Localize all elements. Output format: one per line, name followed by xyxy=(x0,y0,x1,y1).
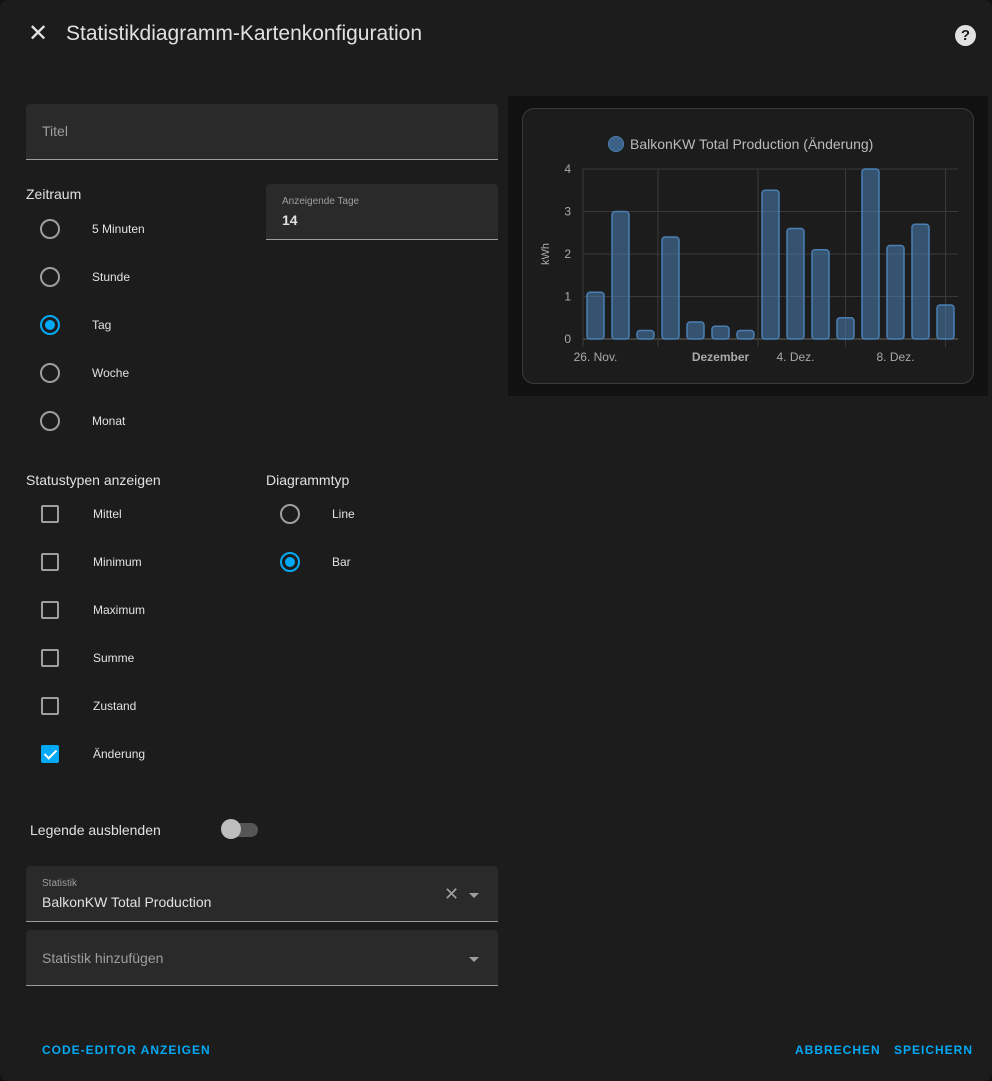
bar[interactable] xyxy=(936,304,955,340)
statistic-value: BalkonKW Total Production xyxy=(42,894,212,910)
bar[interactable] xyxy=(736,329,755,340)
stat-types-group: Mittel Minimum Maximum Summe Zustand Änderung xyxy=(41,502,145,790)
dialog-title: Statistikdiagramm-Kartenkonfiguration xyxy=(66,22,422,45)
radio-button[interactable] xyxy=(280,504,300,524)
y-tick-label: 0 xyxy=(564,332,571,346)
radio-button[interactable] xyxy=(40,267,60,287)
close-icon[interactable]: ✕ xyxy=(27,20,49,47)
y-tick-label: 1 xyxy=(564,290,571,304)
checkbox[interactable] xyxy=(41,553,59,571)
bar-chart: 0 1 2 3 4 26. Nov. Dezember 4. Dez. 8. Dez. kWh Ba… xyxy=(540,136,958,364)
days-input[interactable]: Anzeigende Tage 14 xyxy=(266,184,498,240)
stat-type-option[interactable]: Änderung xyxy=(41,742,145,766)
radio-button[interactable] xyxy=(280,552,300,572)
checkbox[interactable] xyxy=(41,697,59,715)
statistics-chart-card: 0 1 2 3 4 26. Nov. Dezember 4. Dez. 8. Dez. kWh Ba… xyxy=(522,108,974,384)
bar[interactable] xyxy=(661,236,680,340)
stat-type-option[interactable]: Minimum xyxy=(41,550,145,574)
bar[interactable] xyxy=(886,244,905,340)
x-tick-label: 4. Dez. xyxy=(776,350,814,364)
option-label: Zustand xyxy=(93,699,137,713)
radio-button[interactable] xyxy=(40,363,60,383)
bar[interactable] xyxy=(611,210,630,340)
radio-button[interactable] xyxy=(40,315,60,335)
cancel-button[interactable]: ABBRECHEN xyxy=(795,1043,881,1057)
days-value: 14 xyxy=(282,212,298,228)
chevron-down-icon[interactable] xyxy=(469,957,479,962)
y-tick-label: 2 xyxy=(564,247,571,261)
y-axis-label: kWh xyxy=(540,243,552,265)
bar[interactable] xyxy=(836,317,855,340)
add-statistic-picker[interactable]: Statistik hinzufügen xyxy=(26,930,498,986)
checkbox[interactable] xyxy=(41,601,59,619)
stat-types-label: Statustypen anzeigen xyxy=(26,472,161,488)
checkbox[interactable] xyxy=(41,505,59,523)
stat-type-option[interactable]: Mittel xyxy=(41,502,145,526)
chart-type-option[interactable]: Bar xyxy=(280,550,355,574)
add-statistic-placeholder: Statistik hinzufügen xyxy=(42,950,164,966)
legend-swatch[interactable] xyxy=(608,136,624,152)
option-label: Monat xyxy=(92,414,126,428)
stat-type-option[interactable]: Maximum xyxy=(41,598,145,622)
chart-type-group: Line Bar xyxy=(280,502,355,598)
bar[interactable] xyxy=(861,168,880,340)
chevron-down-icon[interactable] xyxy=(469,893,479,898)
option-label: Bar xyxy=(332,555,351,569)
bar[interactable] xyxy=(686,321,705,340)
option-label: Änderung xyxy=(93,747,146,761)
y-tick-label: 4 xyxy=(564,162,571,176)
option-label: Woche xyxy=(92,366,130,380)
option-label: Line xyxy=(332,507,355,521)
legend-label[interactable]: BalkonKW Total Production (Änderung) xyxy=(630,136,873,152)
bar[interactable] xyxy=(786,227,805,340)
stat-type-option[interactable]: Zustand xyxy=(41,694,145,718)
option-label: Maximum xyxy=(93,603,146,617)
statistic-label: Statistik xyxy=(42,878,78,889)
hide-legend-label: Legende ausblenden xyxy=(30,822,161,838)
period-option[interactable]: Tag xyxy=(40,313,145,337)
save-button[interactable]: SPEICHERN xyxy=(894,1043,974,1057)
title-input[interactable]: Titel xyxy=(26,104,498,160)
x-tick-label: 8. Dez. xyxy=(876,350,914,364)
bar[interactable] xyxy=(811,249,830,340)
period-option[interactable]: Stunde xyxy=(40,265,145,289)
option-label: Stunde xyxy=(92,270,131,284)
hide-legend-toggle-knob[interactable] xyxy=(221,819,241,839)
chart-type-option[interactable]: Line xyxy=(280,502,355,526)
option-label: Minimum xyxy=(93,555,142,569)
option-label: Summe xyxy=(93,651,135,665)
x-tick-label: Dezember xyxy=(692,350,750,364)
statistic-picker[interactable]: Statistik BalkonKW Total Production ✕ xyxy=(26,866,498,922)
period-radio-group: 5 Minuten Stunde Tag Woche Monat xyxy=(40,217,145,457)
bar[interactable] xyxy=(586,291,605,340)
days-label: Anzeigende Tage xyxy=(282,196,360,207)
period-option[interactable]: Woche xyxy=(40,361,145,385)
stat-type-option[interactable]: Summe xyxy=(41,646,145,670)
chart-type-label: Diagrammtyp xyxy=(266,472,350,488)
period-option[interactable]: Monat xyxy=(40,409,145,433)
bar[interactable] xyxy=(711,325,730,340)
title-placeholder: Titel xyxy=(42,123,68,139)
help-icon[interactable]: ? xyxy=(955,25,976,46)
bar[interactable] xyxy=(911,223,930,340)
bar[interactable] xyxy=(761,189,780,340)
option-label: 5 Minuten xyxy=(92,222,145,236)
radio-button[interactable] xyxy=(40,219,60,239)
checkbox[interactable] xyxy=(41,745,59,763)
bar[interactable] xyxy=(636,329,655,340)
period-option[interactable]: 5 Minuten xyxy=(40,217,145,241)
x-tick-label: 26. Nov. xyxy=(574,350,618,364)
code-editor-button[interactable]: CODE-EDITOR ANZEIGEN xyxy=(42,1043,211,1057)
checkbox[interactable] xyxy=(41,649,59,667)
clear-icon[interactable]: ✕ xyxy=(444,884,460,904)
period-label: Zeitraum xyxy=(26,186,82,202)
option-label: Mittel xyxy=(93,507,122,521)
option-label: Tag xyxy=(92,318,112,332)
y-tick-label: 3 xyxy=(564,205,571,219)
radio-button[interactable] xyxy=(40,411,60,431)
